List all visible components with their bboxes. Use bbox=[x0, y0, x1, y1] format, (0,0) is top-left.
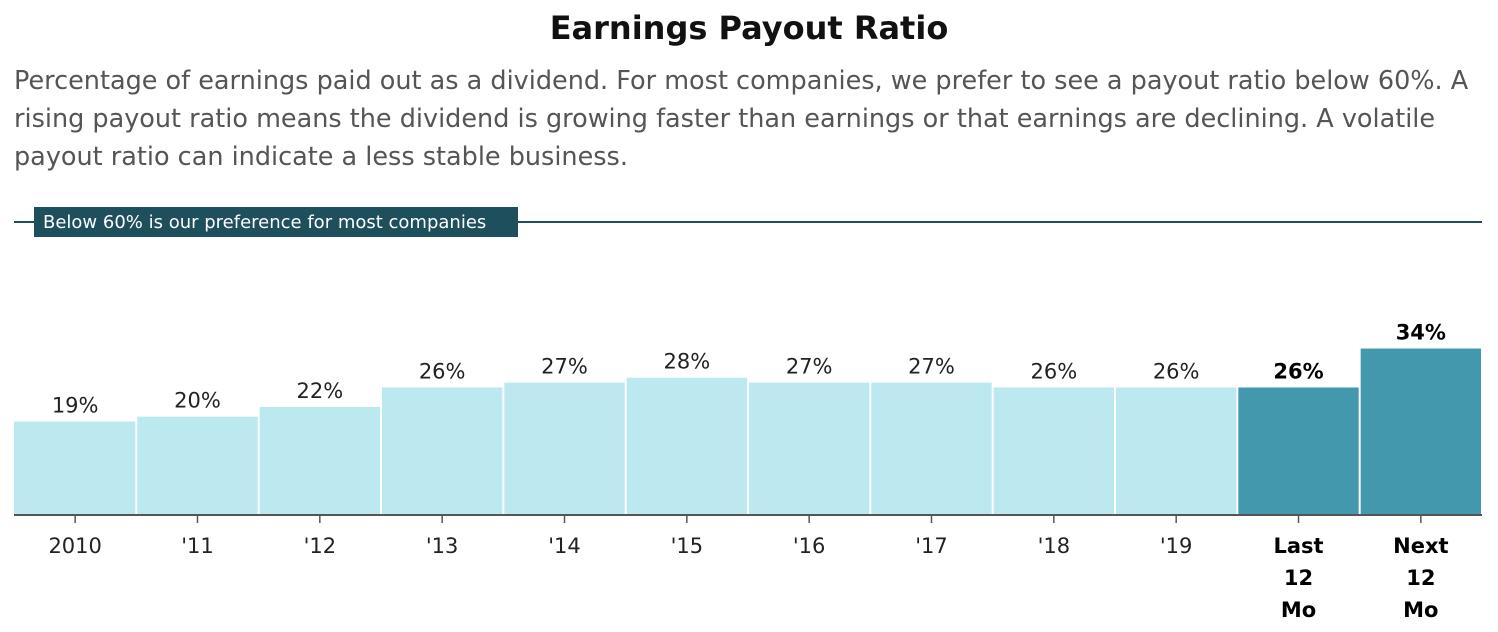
bars-group: 19% 20% 22% 26% 27% 28% 27% 27% 26% 26% 26% 34% bbox=[14, 321, 1481, 514]
x-axis: 2010 '11 '12 '13 '14 '15 '16 '17 '18 '19 Last 12 Mo N… bbox=[14, 514, 1482, 622]
x-tick-label-1: '11 bbox=[181, 534, 214, 558]
x-tick-label-2: '12 bbox=[304, 534, 337, 558]
x-tick-label-10: Last 12 Mo bbox=[1273, 534, 1323, 622]
bar-10 bbox=[1238, 387, 1359, 514]
x-tick-label-9: '19 bbox=[1160, 534, 1193, 558]
data-label-5: 28% bbox=[663, 350, 710, 374]
data-label-9: 26% bbox=[1153, 359, 1200, 383]
x-tick-label-3: '13 bbox=[426, 534, 459, 558]
data-label-1: 20% bbox=[174, 389, 221, 413]
x-tick-label-8: '18 bbox=[1038, 534, 1071, 558]
bar-2 bbox=[259, 406, 380, 514]
data-label-8: 26% bbox=[1030, 359, 1077, 383]
x-tick-label-6: '16 bbox=[793, 534, 826, 558]
data-label-4: 27% bbox=[541, 355, 588, 379]
data-label-11: 34% bbox=[1396, 321, 1446, 345]
bar-11 bbox=[1360, 348, 1481, 514]
data-label-3: 26% bbox=[419, 359, 466, 383]
x-tick-label-11: Next 12 Mo bbox=[1393, 534, 1448, 622]
bar-0 bbox=[14, 421, 136, 514]
reference-line-group: Below 60% is our preference for most com… bbox=[14, 207, 1482, 237]
data-label-7: 27% bbox=[908, 355, 955, 379]
data-label-6: 27% bbox=[786, 355, 833, 379]
x-tick-label-4: '14 bbox=[548, 534, 581, 558]
chart-title: Earnings Payout Ratio bbox=[549, 9, 949, 47]
chart-subtitle: Percentage of earnings paid out as a div… bbox=[14, 66, 1469, 172]
bar-5 bbox=[626, 377, 747, 514]
data-label-10: 26% bbox=[1273, 359, 1323, 383]
reference-label: Below 60% is our preference for most com… bbox=[43, 212, 486, 233]
bar-7 bbox=[871, 382, 992, 514]
bar-6 bbox=[749, 382, 870, 514]
bar-4 bbox=[504, 382, 625, 514]
x-tick-label-7: '17 bbox=[915, 534, 948, 558]
data-label-2: 22% bbox=[296, 379, 343, 403]
bar-8 bbox=[993, 387, 1114, 514]
bar-3 bbox=[382, 387, 503, 514]
x-tick-label-5: '15 bbox=[671, 534, 704, 558]
reference-label-box bbox=[34, 207, 518, 237]
bar-9 bbox=[1116, 387, 1237, 514]
data-label-0: 19% bbox=[52, 394, 99, 418]
x-tick-label-0: 2010 bbox=[48, 534, 101, 558]
bar-1 bbox=[137, 416, 258, 514]
